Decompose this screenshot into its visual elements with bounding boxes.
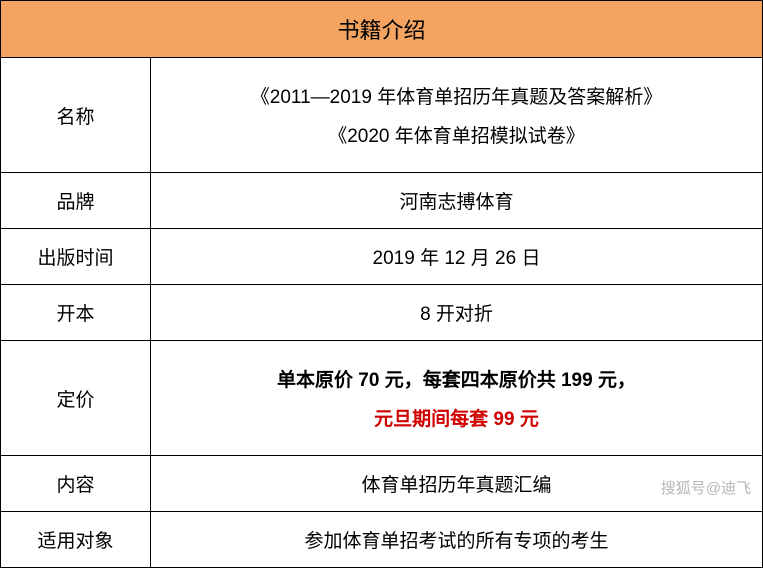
row-format: 开本 8 开对折 xyxy=(0,285,763,341)
value-format: 8 开对折 xyxy=(151,285,762,340)
row-pubdate: 出版时间 2019 年 12 月 26 日 xyxy=(0,229,763,285)
label-name: 名称 xyxy=(1,58,151,172)
label-price: 定价 xyxy=(1,341,151,455)
label-pubdate: 出版时间 xyxy=(1,229,151,284)
price-line2: 元旦期间每套 99 元 xyxy=(374,404,539,431)
label-format: 开本 xyxy=(1,285,151,340)
label-content: 内容 xyxy=(1,456,151,511)
value-pubdate: 2019 年 12 月 26 日 xyxy=(151,229,762,284)
value-price: 单本原价 70 元，每套四本原价共 199 元， 元旦期间每套 99 元 xyxy=(151,341,762,455)
label-brand: 品牌 xyxy=(1,173,151,228)
table-header: 书籍介绍 xyxy=(0,0,763,58)
book-info-table: 书籍介绍 名称 《2011—2019 年体育单招历年真题及答案解析》 《2020… xyxy=(0,0,763,568)
row-content: 内容 体育单招历年真题汇编 xyxy=(0,456,763,512)
row-brand: 品牌 河南志搏体育 xyxy=(0,173,763,229)
label-audience: 适用对象 xyxy=(1,512,151,567)
value-brand: 河南志搏体育 xyxy=(151,173,762,228)
value-name: 《2011—2019 年体育单招历年真题及答案解析》 《2020 年体育单招模拟… xyxy=(151,58,762,172)
row-price: 定价 单本原价 70 元，每套四本原价共 199 元， 元旦期间每套 99 元 xyxy=(0,341,763,456)
value-audience: 参加体育单招考试的所有专项的考生 xyxy=(151,512,762,567)
header-title: 书籍介绍 xyxy=(337,18,425,43)
name-line2: 《2020 年体育单招模拟试卷》 xyxy=(328,121,585,148)
price-line1: 单本原价 70 元，每套四本原价共 199 元， xyxy=(277,365,636,392)
value-content: 体育单招历年真题汇编 xyxy=(151,456,762,511)
name-line1: 《2011—2019 年体育单招历年真题及答案解析》 xyxy=(251,82,662,109)
row-audience: 适用对象 参加体育单招考试的所有专项的考生 xyxy=(0,512,763,568)
row-name: 名称 《2011—2019 年体育单招历年真题及答案解析》 《2020 年体育单… xyxy=(0,58,763,173)
